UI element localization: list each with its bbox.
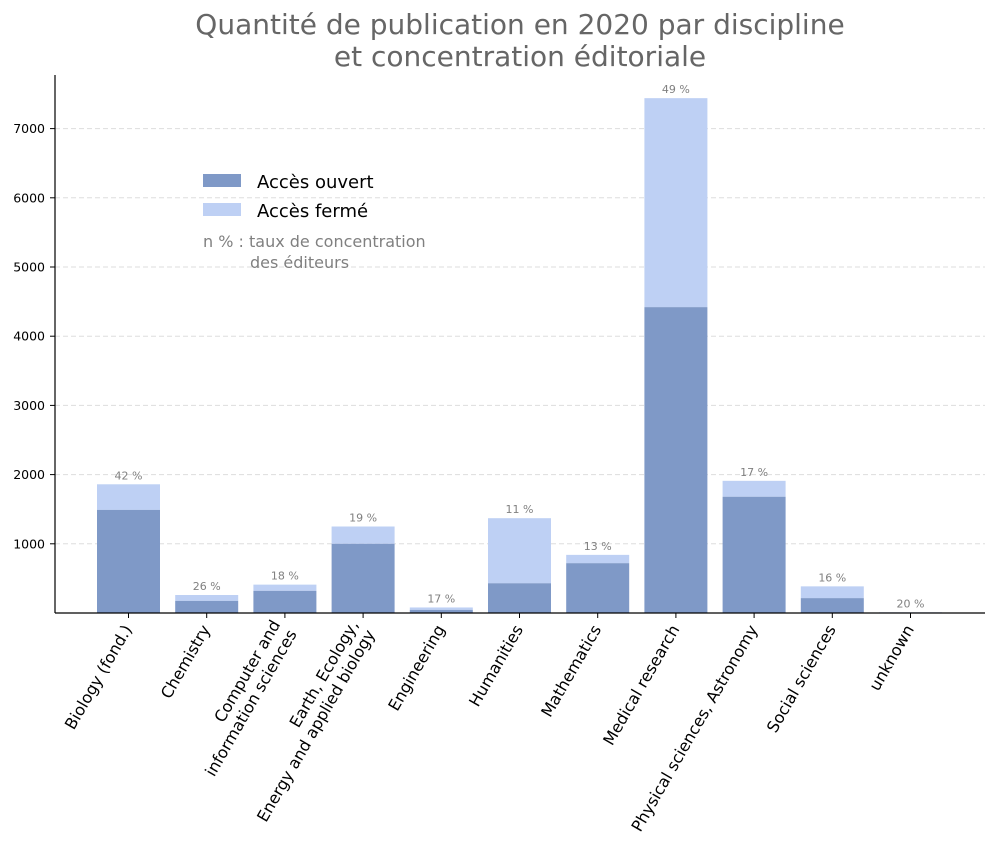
concentration-note: n % : taux de concentration des éditeurs — [203, 232, 426, 272]
gridlines — [55, 128, 985, 545]
bar-open-access — [488, 583, 551, 613]
y-axis-ticks: 1000 2000 3000 4000 5000 6000 7000 — [13, 121, 55, 551]
concentration-note-line-2: des éditeurs — [250, 253, 349, 272]
bar-value-label: 49 % — [662, 83, 690, 96]
y-tick-label: 6000 — [13, 190, 45, 205]
x-tick-label: Mathematics — [537, 622, 605, 721]
y-tick-label: 7000 — [13, 121, 45, 136]
x-tick-label: Chemistry — [157, 622, 214, 702]
x-tick-label: Humanities — [465, 622, 527, 710]
bar-closed-access — [644, 98, 708, 308]
bar-closed-access — [175, 595, 239, 601]
chart-title-line-2: et concentration éditoriale — [334, 40, 706, 73]
bar-closed-access — [97, 484, 160, 510]
y-tick-label: 3000 — [13, 398, 45, 413]
chart-title-line-1: Quantité de publication en 2020 par disc… — [195, 8, 844, 41]
concentration-note-line-1: n % : taux de concentration — [203, 232, 426, 251]
chart-title: Quantité de publication en 2020 par disc… — [195, 8, 844, 73]
legend-swatch-open — [203, 174, 241, 187]
bar-closed-access — [800, 586, 864, 599]
bar-open-access — [97, 509, 160, 613]
bar-value-label: 13 % — [584, 540, 612, 553]
x-tick-label: Medical research — [599, 622, 683, 749]
legend-label-closed: Accès fermé — [257, 201, 368, 222]
bar-value-label: 26 % — [193, 580, 221, 593]
bars — [97, 98, 942, 613]
bar-closed-access — [722, 480, 786, 497]
bar-open-access — [409, 609, 473, 613]
bar-value-label: 19 % — [349, 512, 377, 525]
bar-value-label: 18 % — [271, 570, 299, 583]
bar-open-access — [253, 590, 317, 613]
bar-closed-access — [253, 584, 317, 591]
legend-swatch-closed — [203, 203, 241, 216]
bar-closed-access — [566, 554, 630, 564]
y-tick-label: 1000 — [13, 536, 45, 551]
bar-open-access — [800, 598, 864, 613]
bar-closed-access — [488, 518, 551, 584]
bar-value-label: 17 % — [427, 592, 455, 605]
bar-labels: 42 % 26 % 18 % 19 % 17 % 11 % 13 % 49 % 17 % 16 %… — [115, 83, 925, 610]
legend: Accès ouvert Accès fermé — [203, 172, 374, 222]
y-tick-label: 4000 — [13, 329, 45, 344]
y-tick-label: 2000 — [13, 467, 45, 482]
x-tick-label: unknown — [865, 622, 918, 694]
x-tick-label: Social sciences — [763, 622, 840, 736]
bar-open-access — [175, 600, 239, 613]
x-tick-label: Engineering — [384, 622, 448, 715]
bar-open-access — [331, 543, 395, 613]
bar-value-label: 16 % — [818, 571, 846, 584]
bar-value-label: 20 % — [897, 597, 925, 610]
y-tick-label: 5000 — [13, 260, 45, 275]
bar-open-access — [722, 496, 786, 613]
bar-value-label: 42 % — [115, 469, 143, 482]
x-tick-label: Biology (fond.) — [61, 622, 136, 733]
bar-closed-access — [409, 607, 473, 610]
bar-open-access — [644, 307, 708, 613]
bar-value-label: 17 % — [740, 466, 768, 479]
bar-closed-access — [331, 526, 395, 544]
legend-label-open: Accès ouvert — [257, 172, 374, 193]
bar-open-access — [566, 563, 630, 613]
bar-value-label: 11 % — [506, 503, 534, 516]
